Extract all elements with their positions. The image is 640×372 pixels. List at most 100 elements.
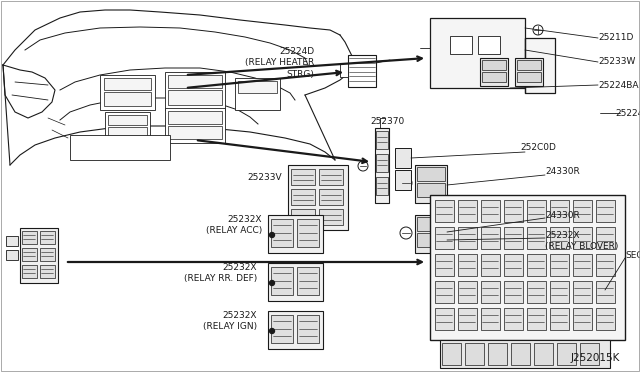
Circle shape (269, 280, 275, 285)
Bar (70, 135, 170, 160)
Bar (435, 200, 454, 222)
Bar (435, 254, 454, 276)
Bar (504, 281, 523, 303)
Bar (557, 343, 576, 365)
Bar (417, 183, 445, 197)
Bar (458, 227, 477, 249)
Bar (517, 60, 541, 70)
Bar (534, 343, 553, 365)
Bar (165, 108, 225, 143)
Bar (297, 315, 319, 343)
Bar (527, 281, 546, 303)
Bar (504, 254, 523, 276)
Bar (417, 217, 445, 231)
Bar (573, 308, 592, 330)
Bar (515, 58, 543, 86)
Text: 24330R: 24330R (545, 167, 580, 176)
Text: (RELAY IGN): (RELAY IGN) (203, 323, 257, 331)
Text: STRG): STRG) (286, 70, 314, 78)
Bar (596, 227, 615, 249)
Bar (104, 78, 151, 90)
Text: 252370: 252370 (370, 118, 404, 126)
Bar (465, 343, 484, 365)
Bar (100, 75, 155, 110)
Text: 25224D: 25224D (279, 48, 314, 57)
Bar (435, 308, 454, 330)
Bar (40, 265, 55, 278)
Bar (108, 115, 147, 125)
Bar (168, 111, 222, 124)
Text: 252C0D: 252C0D (520, 144, 556, 153)
Text: 25233W: 25233W (598, 58, 636, 67)
Bar (6, 250, 18, 260)
Bar (376, 154, 388, 172)
Bar (297, 219, 319, 247)
Bar (375, 128, 389, 203)
Bar (22, 231, 37, 244)
Text: (RELAY ACC): (RELAY ACC) (205, 227, 262, 235)
Bar (480, 58, 508, 86)
Text: (RELAY HEATER: (RELAY HEATER (244, 58, 314, 67)
Bar (504, 227, 523, 249)
Bar (440, 340, 610, 368)
Bar (291, 209, 315, 225)
Bar (6, 236, 18, 246)
Bar (478, 36, 500, 54)
Bar (268, 215, 323, 253)
Bar (271, 315, 293, 343)
Bar (550, 308, 569, 330)
Text: 25224BA: 25224BA (598, 80, 639, 90)
Text: 25232X: 25232X (227, 215, 262, 224)
Bar (415, 215, 447, 253)
Bar (168, 126, 222, 139)
Bar (104, 92, 151, 106)
Text: (RELAY RR. DEF): (RELAY RR. DEF) (184, 275, 257, 283)
Bar (430, 195, 625, 340)
Text: 24330R: 24330R (545, 211, 580, 219)
Bar (481, 281, 500, 303)
Text: 25232X: 25232X (223, 263, 257, 273)
Bar (268, 311, 323, 349)
Bar (442, 343, 461, 365)
Bar (527, 227, 546, 249)
Bar (550, 254, 569, 276)
Bar (488, 343, 507, 365)
Text: 252241: 252241 (615, 109, 640, 118)
Bar (415, 165, 447, 203)
Bar (235, 78, 280, 110)
Bar (20, 228, 58, 283)
Text: SEC.240: SEC.240 (625, 250, 640, 260)
Bar (458, 254, 477, 276)
Bar (376, 177, 388, 195)
Bar (40, 248, 55, 261)
Bar (168, 75, 222, 88)
Bar (395, 148, 411, 168)
Bar (450, 36, 472, 54)
Bar (430, 18, 525, 88)
Bar (268, 263, 323, 301)
Bar (165, 72, 225, 110)
Bar (22, 248, 37, 261)
Bar (376, 131, 388, 149)
Bar (297, 267, 319, 295)
Bar (458, 308, 477, 330)
Bar (481, 254, 500, 276)
Bar (458, 281, 477, 303)
Bar (525, 38, 555, 93)
Bar (550, 227, 569, 249)
Bar (482, 72, 506, 82)
Bar (504, 308, 523, 330)
Bar (458, 200, 477, 222)
Bar (517, 72, 541, 82)
Bar (580, 343, 599, 365)
Bar (573, 281, 592, 303)
Text: (RELAY BLOVER): (RELAY BLOVER) (545, 243, 618, 251)
Bar (108, 127, 147, 137)
Circle shape (269, 232, 275, 237)
Bar (596, 200, 615, 222)
Bar (596, 254, 615, 276)
Bar (511, 343, 530, 365)
Bar (481, 308, 500, 330)
Circle shape (269, 328, 275, 334)
Bar (527, 254, 546, 276)
